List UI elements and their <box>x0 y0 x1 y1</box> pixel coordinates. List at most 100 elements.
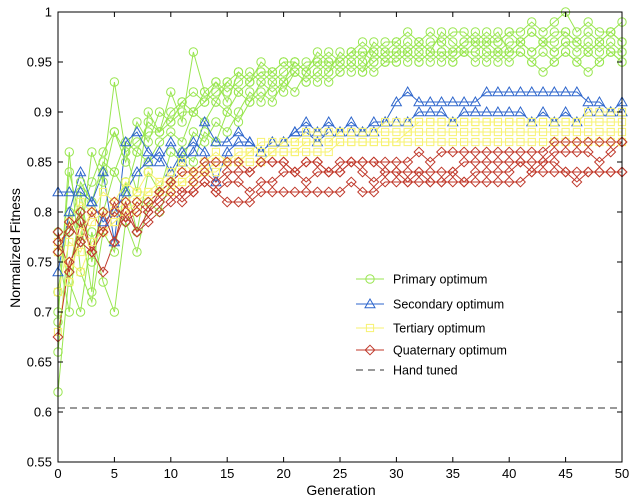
quaternary-optimum-point <box>154 186 166 198</box>
tertiary-optimum-point <box>561 137 570 147</box>
primary-optimum-point <box>64 167 74 177</box>
quaternary-optimum-point <box>334 166 346 178</box>
tertiary-optimum-point <box>606 127 615 137</box>
primary-optimum-point <box>425 37 435 47</box>
tertiary-optimum-point <box>223 157 232 167</box>
quaternary-optimum-point <box>447 176 459 188</box>
primary-optimum-point <box>312 77 323 87</box>
quaternary-optimum-point <box>323 166 335 178</box>
quaternary-optimum-point <box>97 226 109 238</box>
primary-optimum-point <box>549 37 560 47</box>
secondary-optimum-point <box>469 105 482 117</box>
y-axis-label: Normalized Fitness <box>7 188 23 308</box>
primary-optimum-point <box>380 57 390 67</box>
x-tick-label: 25 <box>333 466 347 481</box>
quaternary-optimum-point <box>63 216 75 228</box>
tertiary-optimum-point <box>414 127 424 137</box>
quaternary-optimum-point <box>232 196 244 208</box>
tertiary-optimum-point <box>234 147 243 157</box>
tertiary-optimum-point <box>76 197 85 207</box>
tertiary-optimum-point <box>87 217 96 227</box>
quaternary-optimum-point <box>503 166 515 178</box>
quaternary-optimum-point <box>503 176 515 188</box>
tertiary-optimum-point <box>392 137 401 147</box>
primary-optimum-point <box>549 27 560 37</box>
quaternary-optimum-point <box>278 156 290 168</box>
tertiary-optimum-point <box>302 147 311 157</box>
x-tick-label: 30 <box>389 466 403 481</box>
tertiary-optimum-point <box>381 117 390 127</box>
primary-optimum-point <box>290 57 300 67</box>
quaternary-optimum-point <box>255 186 267 198</box>
quaternary-optimum-point <box>266 156 278 168</box>
primary-optimum-point <box>560 27 571 37</box>
primary-optimum-point <box>549 57 560 67</box>
tertiary-optimum-point <box>132 197 142 207</box>
primary-optimum-point <box>120 157 131 167</box>
legend-label-secondary-optimum: Secondary optimum <box>393 298 504 312</box>
quaternary-optimum-point <box>131 206 143 218</box>
primary-optimum-point <box>278 87 289 97</box>
quaternary-optimum-point <box>334 186 346 198</box>
secondary-optimum-point <box>446 95 459 107</box>
tertiary-optimum-point <box>606 117 615 127</box>
primary-optimum-point <box>538 47 548 57</box>
tertiary-optimum-point <box>505 137 514 147</box>
quaternary-optimum-point <box>390 166 402 178</box>
primary-optimum-point <box>369 57 379 67</box>
quaternary-optimum-point <box>75 236 87 248</box>
quaternary-optimum-point <box>232 176 244 188</box>
primary-optimum-point <box>290 87 300 97</box>
quaternary-optimum-point <box>560 146 572 158</box>
quaternary-optimum-point <box>278 186 290 198</box>
primary-optimum-point <box>481 27 492 37</box>
tertiary-optimum-point <box>595 117 604 127</box>
quaternary-optimum-point <box>108 206 120 218</box>
tertiary-optimum-point <box>369 127 378 137</box>
primary-optimum-point <box>222 107 232 117</box>
secondary-optimum-point <box>187 135 200 147</box>
tertiary-optimum-point <box>392 117 401 127</box>
quaternary-optimum-point <box>289 186 301 198</box>
tertiary-optimum-point <box>550 137 559 147</box>
primary-optimum-point <box>312 67 323 77</box>
tertiary-optimum-point <box>279 137 288 147</box>
primary-optimum-point <box>357 47 368 57</box>
secondary-optimum-point <box>153 155 166 167</box>
secondary-optimum-point <box>97 215 109 227</box>
quaternary-optimum-point <box>605 146 617 158</box>
tertiary-optimum-point <box>200 167 209 177</box>
primary-optimum-point <box>301 77 311 87</box>
primary-optimum-point <box>233 107 244 117</box>
quaternary-optimum-point <box>300 186 312 198</box>
primary-optimum-point <box>493 37 503 47</box>
secondary-optimum-point <box>492 105 504 117</box>
secondary-optimum-point <box>187 145 200 157</box>
primary-optimum-point <box>594 27 605 37</box>
tertiary-optimum-point <box>313 137 322 147</box>
tertiary-optimum-point <box>99 187 108 197</box>
tertiary-optimum-point <box>403 127 412 137</box>
x-tick-label: 15 <box>220 466 234 481</box>
quaternary-optimum-point <box>244 166 256 178</box>
tertiary-optimum-point <box>448 117 457 127</box>
tertiary-optimum-point <box>256 157 266 167</box>
secondary-optimum-point <box>559 85 572 97</box>
tertiary-optimum-point <box>516 127 525 137</box>
tertiary-optimum-point <box>324 147 333 157</box>
tertiary-optimum-point <box>584 117 593 127</box>
quaternary-optimum-point <box>154 196 166 208</box>
quaternary-optimum-point <box>187 176 199 188</box>
secondary-optimum-point <box>390 95 403 107</box>
quaternary-optimum-point <box>165 186 177 198</box>
tertiary-optimum-point <box>211 167 221 177</box>
secondary-optimum-point <box>289 125 301 137</box>
primary-optimum-point <box>594 37 605 47</box>
quaternary-optimum-point <box>289 166 301 178</box>
tertiary-optimum-point <box>572 127 581 137</box>
primary-optimum-point <box>177 97 187 107</box>
primary-optimum-point <box>324 47 334 57</box>
primary-optimum-point <box>301 57 311 67</box>
tertiary-optimum-point <box>358 137 367 147</box>
primary-optimum-point <box>402 37 413 47</box>
